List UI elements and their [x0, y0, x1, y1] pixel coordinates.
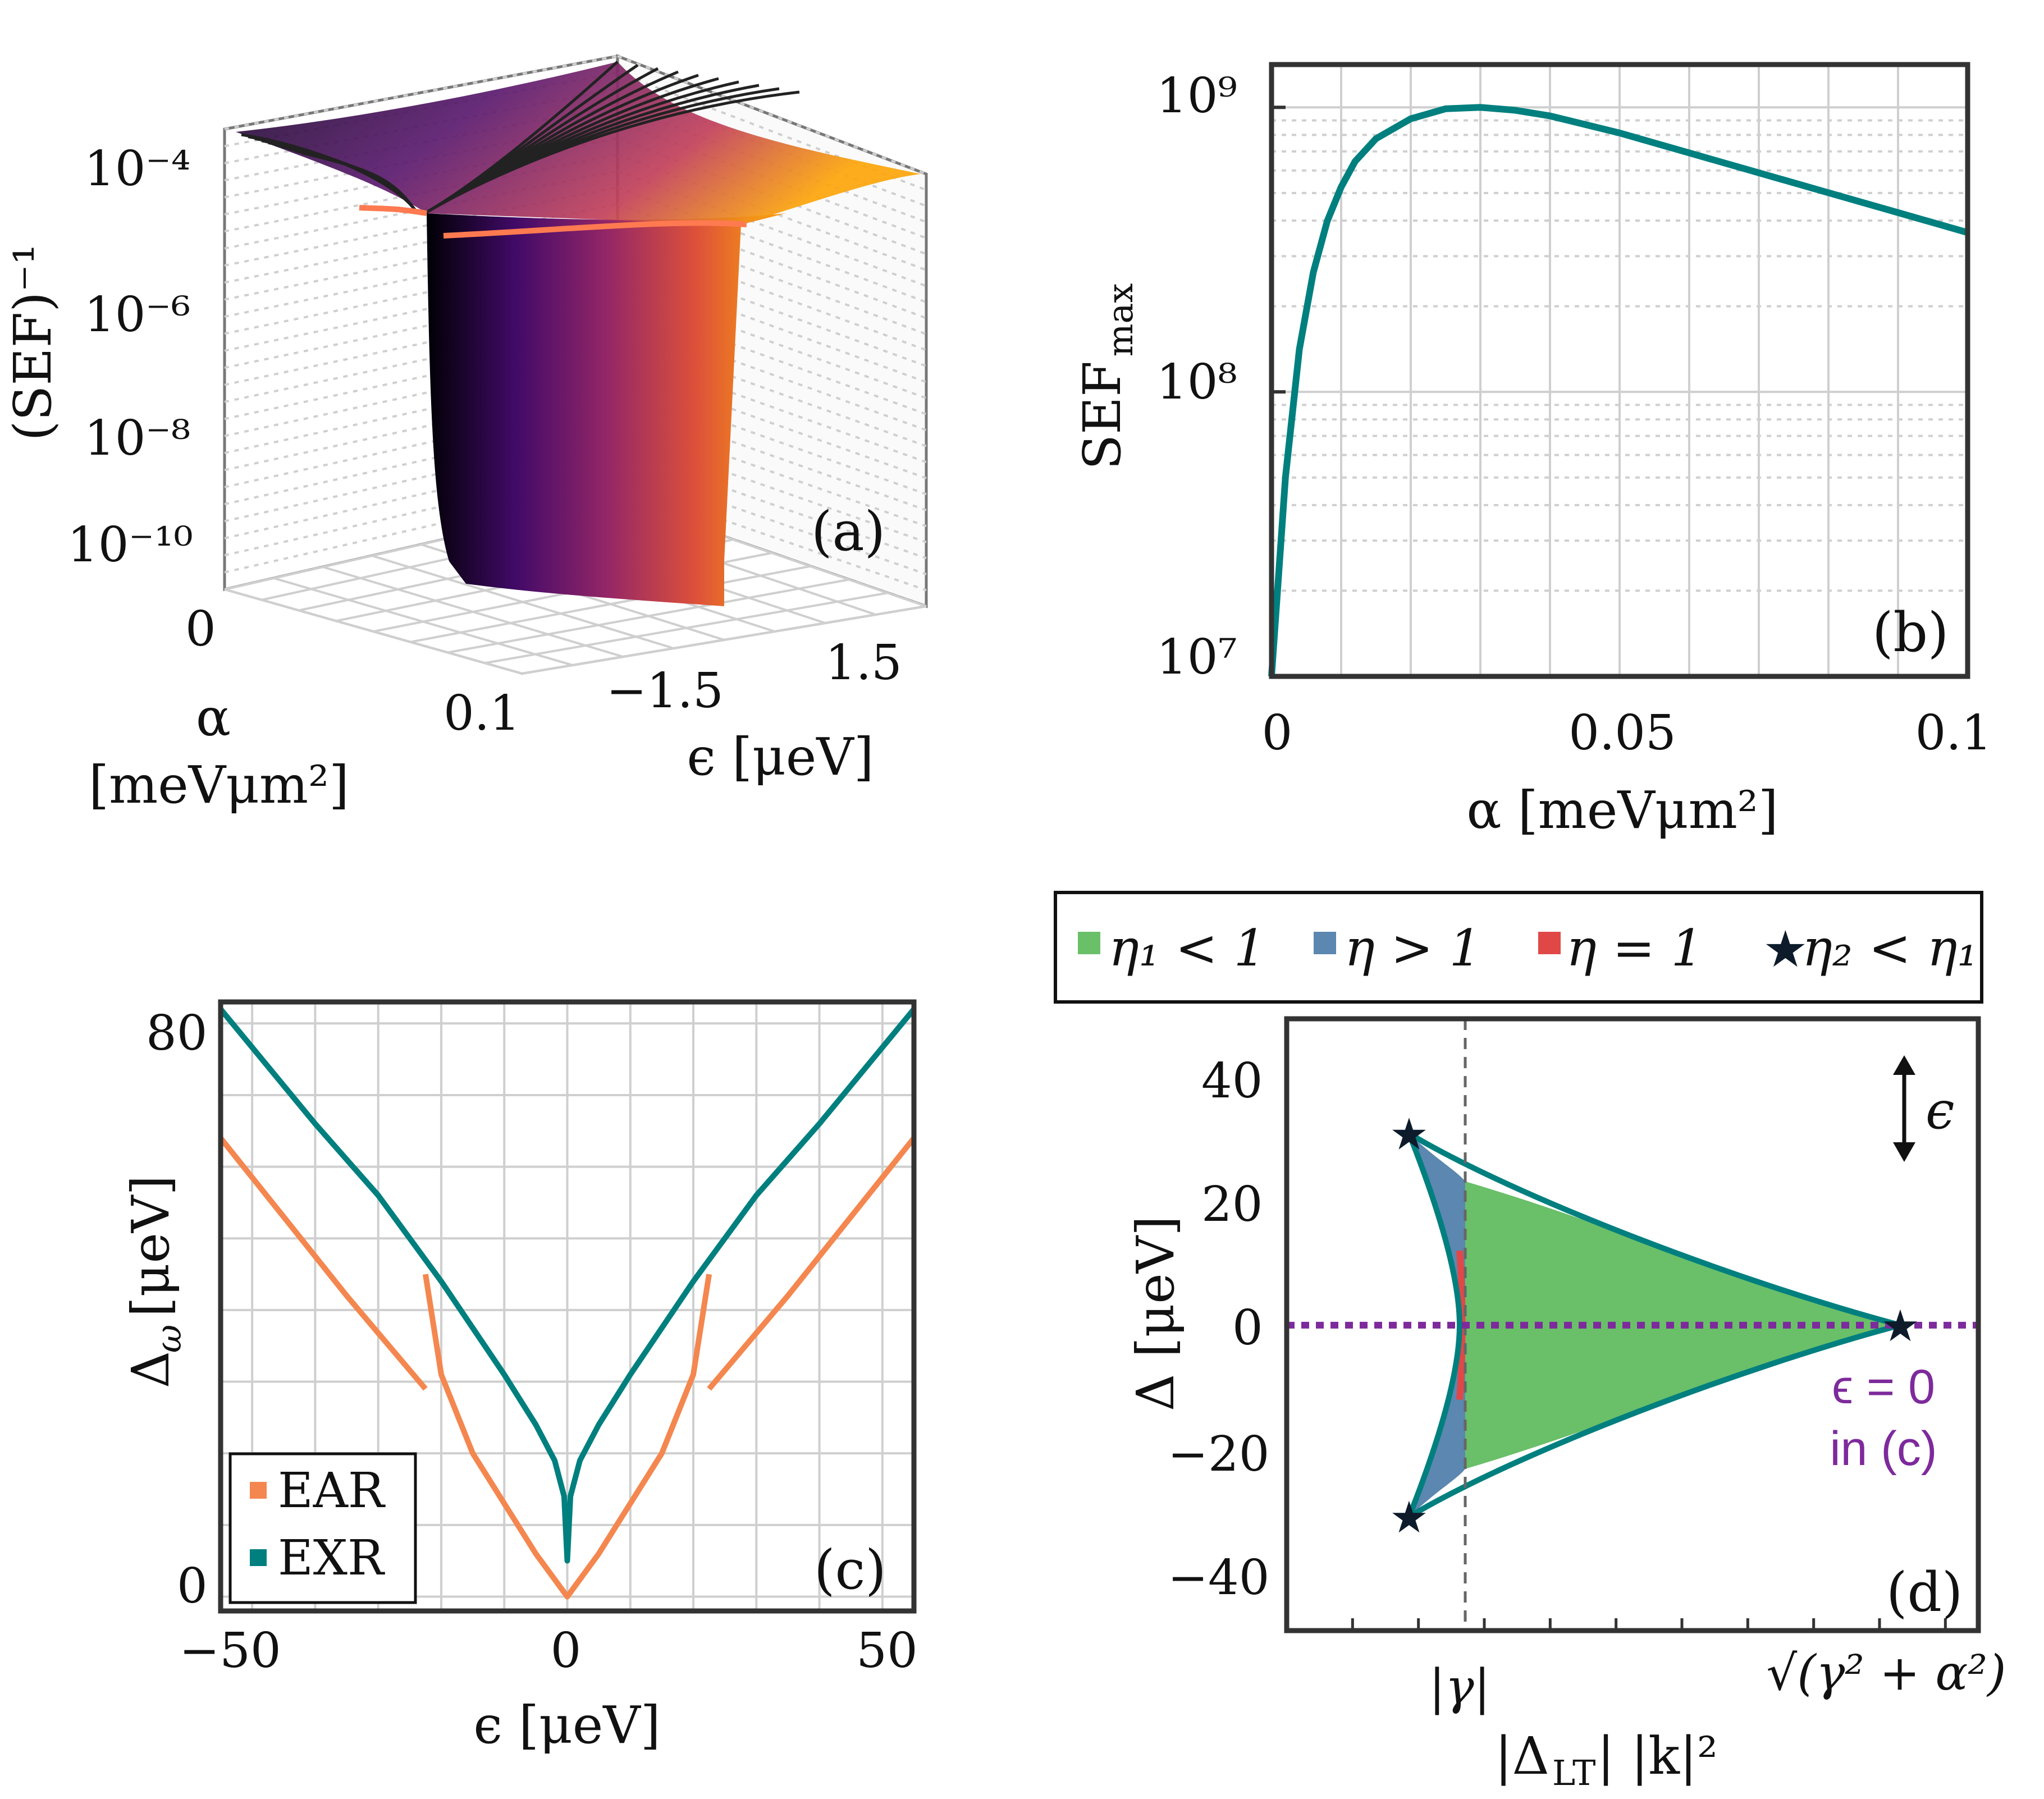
d-star-marker-icon: ★ — [1881, 1301, 1920, 1352]
d-legend-label-1: η > 1 — [1345, 919, 1481, 978]
panel-a-surface-plot: 10⁻⁴ 10⁻⁶ 10⁻⁸ 10⁻¹⁰ (SEF)⁻¹ 0 0.1 α [me… — [3, 54, 928, 815]
d-eps-arrowhead-down — [1893, 1142, 1915, 1162]
panel-c-line-plot: 0 80 −50 0 50 ϵ [μeV] Δ ω [μeV] EAR EXR … — [121, 999, 918, 1755]
c-legend-swatch-exr — [250, 1549, 267, 1566]
d-eps-arrowhead-up — [1893, 1055, 1915, 1075]
a-surface-line — [426, 90, 800, 214]
d-ytick-0: 0 — [1232, 1300, 1263, 1356]
c-ylabel-unit: [μeV] — [121, 1175, 181, 1317]
a-ztick-4: 10⁻¹⁰ — [67, 517, 193, 573]
d-legend-swatch-blue — [1314, 932, 1336, 954]
panel-b-series-line — [1268, 104, 1969, 677]
panel-c-frame — [218, 999, 917, 1614]
a-ztick-3: 10⁻⁸ — [84, 410, 190, 466]
a-ztick-2: 10⁻⁶ — [84, 287, 190, 343]
d-region-blue — [1409, 1133, 1465, 1517]
panel-c-series — [218, 1007, 916, 1600]
c-xtick-0: 0 — [551, 1623, 582, 1679]
a-surface-edge — [443, 220, 747, 239]
d-xlabel-sub: LT — [1552, 1752, 1595, 1793]
d-boundary-inner — [1406, 1132, 1463, 1518]
a-eps-tick-1: 1.5 — [825, 635, 902, 691]
d-legend-star-icon: ★ — [1763, 920, 1808, 979]
a-surface-line — [301, 151, 417, 212]
b-xlabel: α [meVμm²] — [1466, 780, 1778, 840]
a-alpha-tick-1: 0.1 — [443, 685, 520, 741]
a-panel-label: (a) — [811, 500, 885, 563]
a-alpha-label-2: [meVμm²] — [89, 755, 349, 815]
d-ytick-40: 40 — [1201, 1053, 1263, 1109]
a-floor-gridline — [410, 565, 811, 643]
panel-b-grid — [1272, 65, 1968, 678]
b-xtick-0: 0 — [1262, 705, 1293, 761]
d-epsilon-annotation: ϵ — [1926, 1081, 1955, 1141]
d-legend: η₁ < 1 η > 1 η = 1 ★ η₂ < η₁ — [1054, 891, 1983, 1004]
c-ytick-80: 80 — [146, 1005, 207, 1061]
d-ytick-m20: −20 — [1168, 1426, 1270, 1482]
d-annotation-line2: in (c) — [1830, 1422, 1937, 1476]
b-ylabel-group: SEF max — [1072, 283, 1141, 470]
c-xlabel: ϵ [μeV] — [473, 1695, 660, 1755]
b-xtick-2: 0.1 — [1915, 705, 1992, 761]
d-legend-swatch-green — [1078, 932, 1100, 954]
a-eps-label: ϵ [μeV] — [687, 727, 874, 787]
a-alpha-tick-0: 0 — [185, 601, 216, 657]
b-ytick-7: 10⁷ — [1156, 629, 1237, 685]
d-panel-label: (d) — [1886, 1561, 1963, 1624]
b-ytick-9: 10⁹ — [1156, 68, 1237, 124]
d-ytick-m40: −40 — [1168, 1550, 1270, 1606]
b-ytick-8: 10⁸ — [1156, 354, 1237, 410]
d-xlabel-group: |Δ LT | |k|² — [1495, 1726, 1718, 1793]
d-ytick-20: 20 — [1201, 1177, 1263, 1233]
d-plot-area: ★ ★ ★ — [1287, 1019, 1978, 1631]
c-xtick-50: 50 — [856, 1623, 917, 1679]
c-legend-exr: EXR — [278, 1530, 385, 1586]
d-ylabel: Δ [μeV] — [1126, 1216, 1186, 1411]
d-xlabel-rest: | |k|² — [1597, 1726, 1718, 1786]
d-star-marker-icon: ★ — [1389, 1109, 1429, 1160]
c-xtick-m50: −50 — [179, 1623, 281, 1679]
d-legend-label-2: η = 1 — [1566, 919, 1703, 978]
panel-b-frame — [1269, 62, 1970, 679]
c-panel-label: (c) — [814, 1539, 886, 1601]
a-floor-gridline — [522, 605, 927, 675]
a-surface-front — [427, 213, 786, 606]
a-floor-gridline — [447, 578, 849, 654]
a-alpha-label-1: α — [196, 688, 231, 748]
a-eps-tick-0: −1.5 — [606, 663, 724, 719]
a-surface-edge — [359, 205, 427, 216]
d-star-marker-icon: ★ — [1389, 1493, 1429, 1543]
c-ytick-0: 0 — [177, 1558, 208, 1614]
panel-a-surface — [236, 61, 921, 606]
a-floor-gridline — [484, 592, 888, 665]
d-xtick-root: √(γ² + α²) — [1766, 1645, 2006, 1701]
d-legend-label-3: η₂ < η₁ — [1802, 919, 1978, 978]
c-ylabel-group: Δ ω [μeV] — [121, 1175, 189, 1388]
a-zlabel: (SEF)⁻¹ — [3, 244, 63, 441]
b-panel-label: (b) — [1872, 601, 1949, 664]
c-legend: EAR EXR — [228, 1452, 417, 1604]
d-legend-swatch-red — [1538, 932, 1561, 954]
panel-b-line-plot: 10⁷ 10⁸ 10⁹ 0 0.05 0.1 α [meVμm²] SEF ma… — [1072, 62, 1992, 840]
panel-b-x-ticks: 0 0.05 0.1 — [1262, 705, 1992, 761]
b-xtick-1: 0.05 — [1569, 705, 1676, 761]
c-ylabel: Δ — [121, 1351, 181, 1388]
b-ylabel-sub: max — [1100, 283, 1141, 357]
d-annotation-line1: ϵ = 0 — [1832, 1360, 1935, 1414]
a-ztick-1: 10⁻⁴ — [84, 141, 190, 197]
c-ylabel-sub: ω — [148, 1325, 189, 1353]
d-xtick-gamma: |γ| — [1429, 1659, 1490, 1715]
panel-d-frame — [1284, 1016, 1981, 1633]
a-right-gridline — [617, 55, 927, 175]
b-ylabel: SEF — [1072, 361, 1132, 470]
c-legend-ear: EAR — [278, 1463, 386, 1519]
c-series-ear — [218, 1136, 916, 1600]
panel-d-region-plot: η₁ < 1 η > 1 η = 1 ★ η₂ < η₁ ★ ★ ★ 40 20 0… — [1054, 891, 2006, 1793]
d-legend-label-0: η₁ < 1 — [1109, 919, 1266, 978]
d-xlabel: |Δ — [1495, 1726, 1549, 1786]
c-legend-swatch-ear — [250, 1482, 267, 1499]
panel-b-y-ticks: 10⁷ 10⁸ 10⁹ — [1156, 68, 1237, 685]
c-series-exr — [218, 1007, 916, 1564]
